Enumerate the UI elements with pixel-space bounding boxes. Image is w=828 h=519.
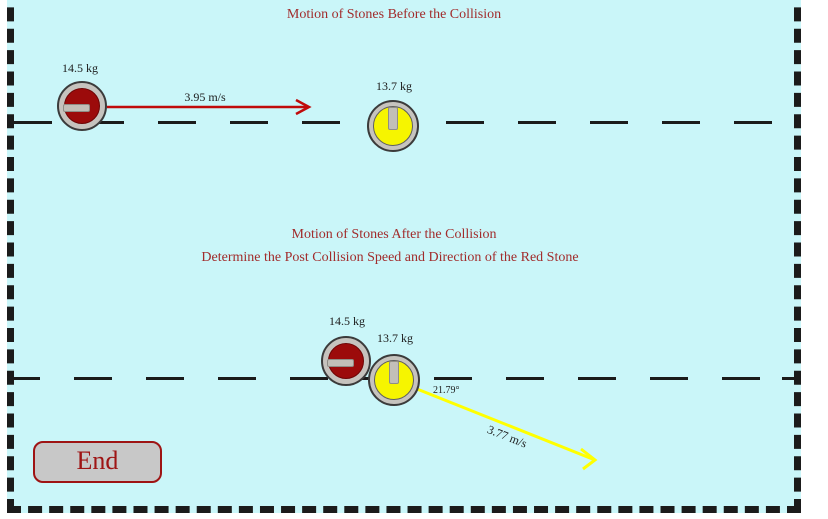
- after-title: Motion of Stones After the Collision: [291, 227, 497, 242]
- yellow-stone-marker: [389, 361, 399, 384]
- yellow-stone-mass-label-after: 13.7 kg: [377, 331, 413, 345]
- red-velocity-arrow: [107, 98, 312, 116]
- red-stone-mass-label-after: 14.5 kg: [329, 314, 365, 328]
- red-stone-before: [57, 81, 107, 131]
- after-subtitle: Determine the Post Collision Speed and D…: [201, 250, 579, 265]
- yellow-stone-marker: [388, 107, 398, 130]
- yellow-stone-mass-label-before: 13.7 kg: [376, 79, 412, 93]
- end-button[interactable]: End: [33, 441, 162, 483]
- yellow-stone-before: [367, 100, 419, 152]
- yellow-stone-after: [368, 354, 420, 406]
- red-stone-marker: [327, 359, 354, 367]
- before-title: Motion of Stones Before the Collision: [286, 7, 502, 22]
- red-stone-after: [321, 336, 371, 386]
- red-stone-speed-label-before: 3.95 m/s: [184, 90, 226, 104]
- red-stone-marker: [63, 104, 90, 112]
- yellow-velocity-arrow: [411, 385, 598, 471]
- yellow-stone-angle-label: 21.79°: [433, 385, 460, 396]
- simulation-panel: [7, 0, 801, 513]
- red-stone-mass-label-before: 14.5 kg: [62, 61, 98, 75]
